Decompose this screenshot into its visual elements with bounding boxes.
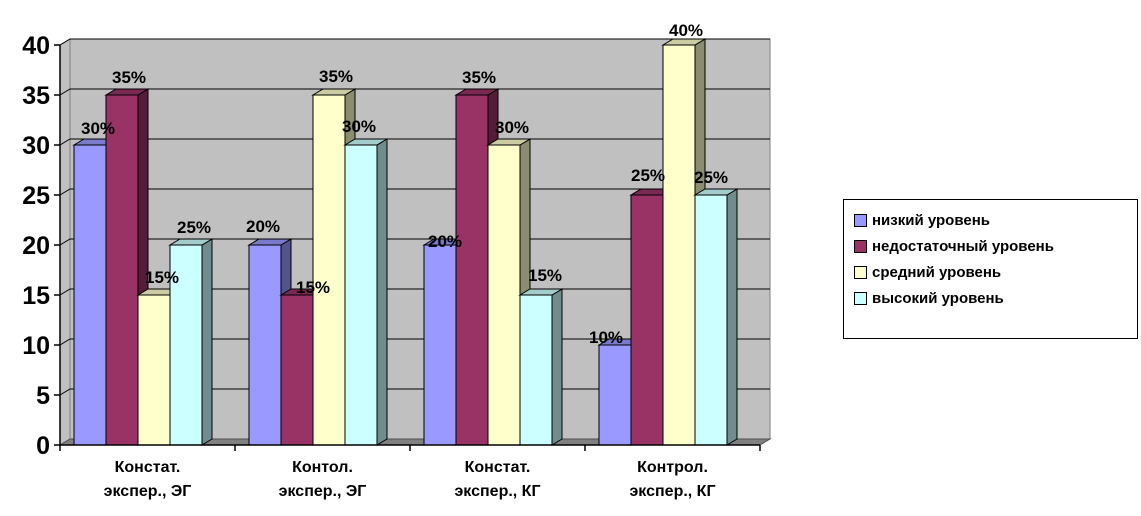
x-tick-label-0-line-1: экспер., ЭГ [104,483,192,500]
bar-side-s3-c3 [726,188,738,446]
data-label-s0-c2: 20% [428,232,462,251]
bar-s1-c1 [280,294,314,446]
gridline-40 [59,38,770,46]
x-tick-label-2-line-1: экспер., КГ [454,483,540,500]
data-label-s1-c2: 35% [462,68,496,87]
x-tick-label-1-line-0: Контол. [292,459,353,476]
bar-s1-c2 [455,94,489,446]
data-label-s1-c1: 15% [296,278,330,297]
data-label-s0-c3: 10% [589,328,623,347]
bar-s3-c3 [694,194,728,446]
gridline-25 [59,188,770,196]
legend-swatch-series-0 [854,213,867,227]
x-tick-label-1-line-1: экспер., ЭГ [279,483,367,500]
legend-label-series-0: низкий уровень [872,211,990,229]
y-tick-label-15: 15 [22,282,50,310]
bar-s2-c0 [137,294,171,446]
x-tick-label-2-line-0: Констат. [465,459,531,476]
x-tick-label-3-line-1: экспер., КГ [629,483,715,500]
y-tick-label-10: 10 [22,332,50,360]
bar-side-s3-c1 [376,138,388,446]
data-label-s2-c2: 30% [495,118,529,137]
data-label-s2-c1: 35% [319,67,353,86]
y-tick-label-30: 30 [22,132,50,160]
legend-swatch-series-3 [854,291,867,305]
bar-s3-c2 [519,294,553,446]
legend-swatch-series-1 [854,239,867,253]
legend-label-series-1: недостаточный уровень [872,237,1054,255]
y-tick-label-5: 5 [36,382,50,410]
bar-s2-c3 [662,44,696,446]
data-label-s3-c3: 25% [694,168,728,187]
x-tick-label-3-line-0: Контрол. [637,459,708,476]
gridline-20 [59,238,770,246]
legend-item-series-0: низкий уровень [854,207,1137,233]
y-tick-label-20: 20 [22,232,50,260]
legend-swatch-series-2 [854,265,867,279]
bar-s2-c1 [312,94,346,446]
data-label-s1-c0: 35% [112,68,146,87]
bar-side-s3-c2 [551,288,563,446]
y-tick-label-35: 35 [22,82,50,110]
legend-item-series-1: недостаточный уровень [854,233,1137,259]
legend-label-series-2: средний уровень [872,263,1002,281]
gridline-35 [59,88,770,96]
y-tick-label-0: 0 [36,432,50,460]
x-tick-label-0-line-0: Констат. [115,459,181,476]
data-label-s2-c3: 40% [669,21,703,40]
data-label-s1-c3: 25% [631,166,665,185]
bar-s2-c2 [487,144,521,446]
legend-item-series-2: средний уровень [854,259,1137,285]
y-tick-label-25: 25 [22,182,50,210]
data-label-s3-c0: 25% [177,218,211,237]
bar-s0-c0 [73,144,107,446]
y-tick-label-40: 40 [22,32,50,60]
data-label-s2-c0: 15% [145,268,179,287]
data-label-s3-c1: 30% [342,117,376,136]
bar-s0-c3 [598,344,632,446]
bar-s1-c3 [630,194,664,446]
data-label-s0-c0: 30% [81,119,115,138]
bar-s3-c1 [344,144,378,446]
bar-s0-c2 [423,244,457,446]
data-label-s3-c2: 15% [528,266,562,285]
bar-s1-c0 [105,94,139,446]
gridline-30 [59,138,770,146]
data-label-s0-c1: 20% [246,217,280,236]
legend-label-series-3: высокий уровень [872,289,1004,307]
bar-side-s3-c0 [201,238,213,446]
legend-item-series-3: высокий уровень [854,285,1137,311]
bar-s0-c1 [248,244,282,446]
chart-legend: низкий уровень недостаточный уровень сре… [843,199,1138,339]
